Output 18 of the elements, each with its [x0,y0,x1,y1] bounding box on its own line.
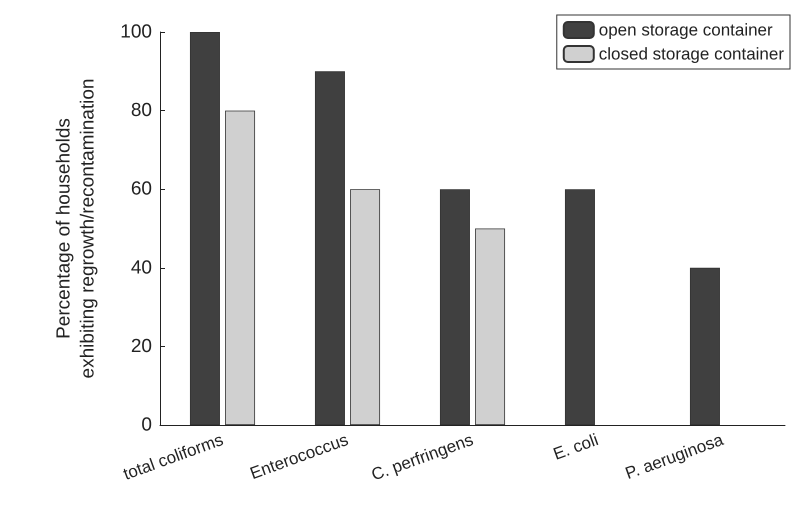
bar [190,32,220,425]
y-tick-label: 40 [130,257,152,278]
y-tick-label: 20 [130,336,152,357]
y-tick-label: 80 [130,100,152,122]
legend-label: closed storage container [598,44,784,64]
y-tick-label: 100 [120,22,152,42]
y-tick-label: 60 [130,178,152,200]
bar [475,228,506,425]
bar [350,189,380,425]
y-tick-label: 0 [141,414,152,436]
bar [225,110,256,425]
x-tick-label: E. coli [550,430,601,464]
bar [440,189,470,425]
bar [564,189,595,425]
bar [314,71,345,425]
y-axis-title: Percentage of households exhibiting regrowth/recontamination [54,78,98,378]
legend-label: open storage container [598,20,774,40]
bar [690,268,720,425]
